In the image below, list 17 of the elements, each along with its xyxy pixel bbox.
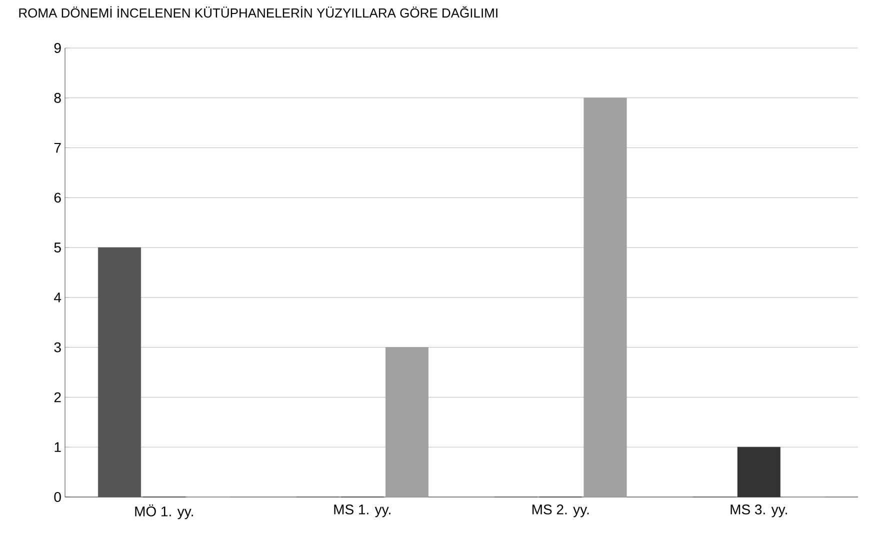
y-tick-label: 5 <box>54 242 61 252</box>
x-tick-label: MS 2. yy. <box>532 504 589 518</box>
y-tick-label: 4 <box>54 292 62 302</box>
y-tick-label: 8 <box>54 92 61 103</box>
y-tick-label: 3 <box>54 342 61 352</box>
chart-title: ROMA DÖNEMİ İNCELENEN KÜTÜPHANELERİN YÜZYILLARA GÖRE DAĞILIMI <box>19 6 498 18</box>
x-tick-label: MS 3. yy. <box>730 504 787 518</box>
x-tick-label: MS 1. yy. <box>334 504 390 518</box>
x-tick-label: MÖ 1. yy. <box>135 504 193 520</box>
y-tick-label: 2 <box>54 392 61 402</box>
y-tick-label: 1 <box>54 442 61 452</box>
y-tick-label: 9 <box>54 43 61 53</box>
bar <box>98 247 142 498</box>
bar <box>737 446 780 498</box>
y-tick-label: 7 <box>54 142 61 153</box>
y-tick-label: 0 <box>54 492 61 502</box>
y-tick-label: 6 <box>54 192 61 203</box>
